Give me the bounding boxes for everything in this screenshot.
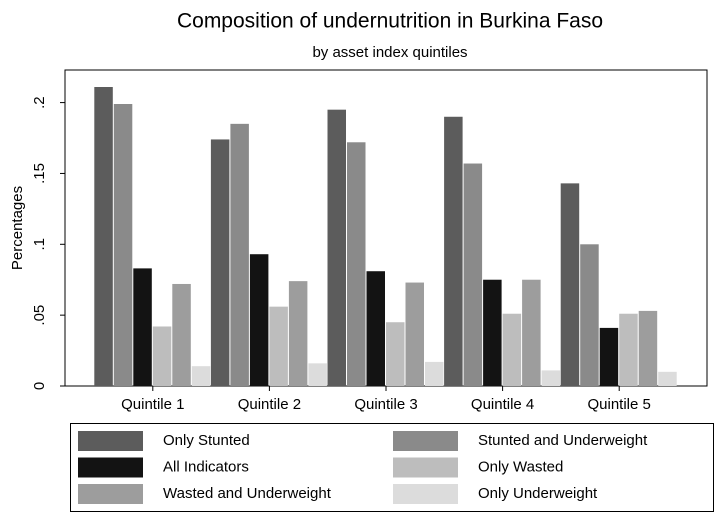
x-tick-label: Quintile 1: [121, 396, 184, 413]
bar: [638, 310, 658, 386]
chart-title: Composition of undernutrition in Burkina…: [177, 10, 603, 33]
bar: [502, 313, 522, 386]
bar: [133, 268, 152, 386]
bar: [327, 109, 346, 387]
legend-label: Only Stunted: [163, 432, 250, 449]
bar: [425, 361, 444, 386]
bar: [94, 87, 113, 386]
y-tick-label: .05: [31, 305, 48, 326]
bar: [541, 370, 561, 386]
y-axis-label: Percentages: [9, 186, 26, 270]
legend-frame: [70, 423, 714, 512]
y-tick-label: .1: [31, 238, 48, 251]
legend-swatch: [78, 457, 143, 478]
bar: [210, 139, 230, 386]
x-tick-label: Quintile 5: [588, 396, 651, 413]
x-tick-label: Quintile 4: [471, 396, 534, 413]
bar: [463, 163, 483, 386]
bar: [308, 363, 327, 386]
chart-subtitle: by asset index quintiles: [312, 44, 467, 61]
legend-label: Wasted and Underweight: [163, 485, 332, 502]
legend-label: Only Underweight: [478, 485, 598, 502]
bar: [113, 104, 133, 386]
legend-swatch: [393, 431, 458, 451]
legend-label: Only Wasted: [478, 458, 563, 475]
bar: [347, 142, 366, 386]
bar: [230, 123, 249, 386]
bar: [580, 244, 599, 386]
legend-swatch: [393, 484, 458, 504]
x-tick-label: Quintile 3: [354, 396, 417, 413]
bar: [249, 254, 269, 386]
bar: [366, 271, 385, 386]
bar: [658, 371, 677, 386]
bar: [288, 281, 308, 386]
bar: [269, 306, 288, 386]
y-tick-label: .15: [31, 163, 48, 184]
bar: [599, 327, 619, 386]
bar: [619, 313, 638, 386]
bar: [152, 326, 172, 386]
legend-swatch: [393, 457, 458, 478]
x-tick-label: Quintile 2: [238, 396, 301, 413]
bar: [483, 279, 502, 386]
legend-swatch: [78, 484, 143, 504]
y-tick-label: 0: [31, 382, 48, 390]
bar: [405, 282, 424, 386]
bar: [522, 279, 541, 386]
bar: [386, 322, 405, 386]
legend-label: All Indicators: [163, 458, 249, 475]
legend-label: Stunted and Underweight: [478, 432, 648, 449]
y-tick-label: .2: [31, 96, 48, 109]
legend-swatch: [78, 431, 143, 451]
bar: [444, 116, 463, 386]
bar: [560, 183, 580, 386]
bar: [172, 283, 191, 386]
bar: [191, 366, 211, 386]
